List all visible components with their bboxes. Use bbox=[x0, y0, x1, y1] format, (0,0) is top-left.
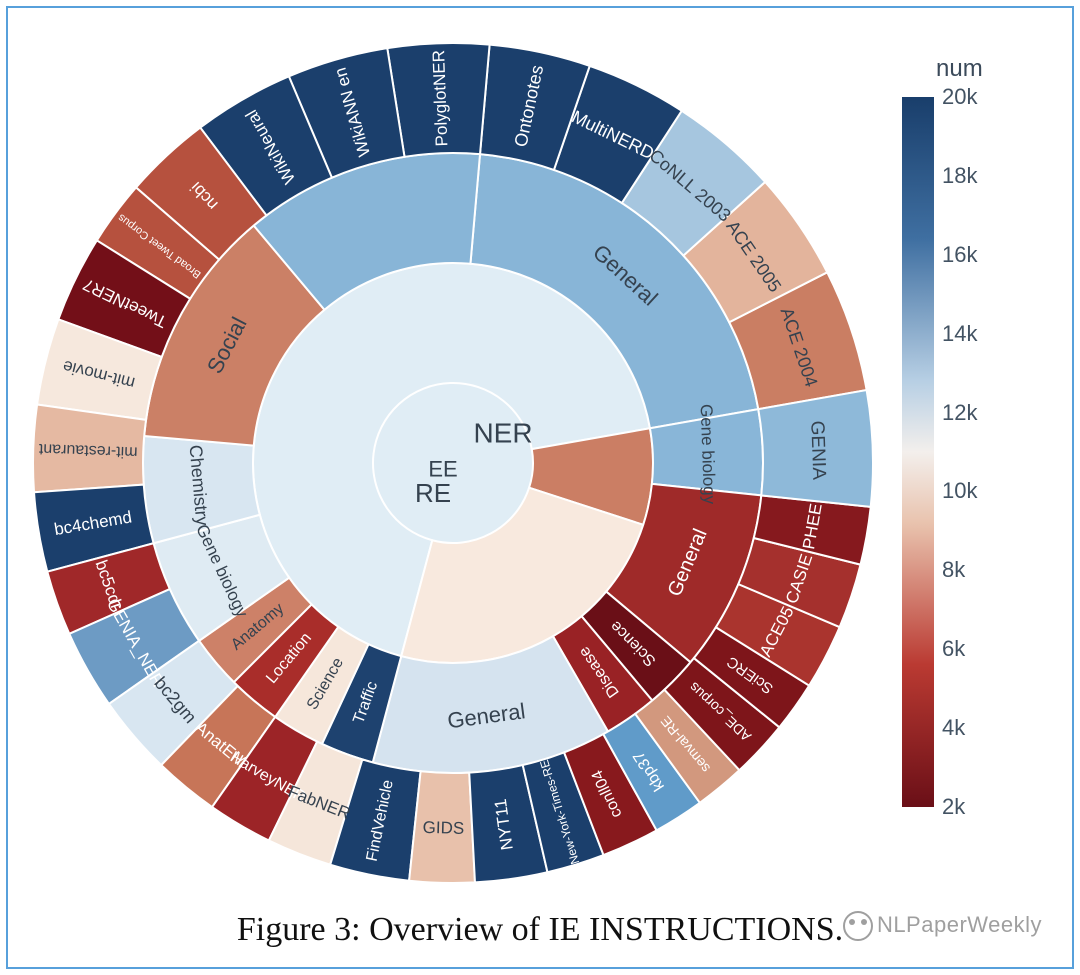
colorbar-tick: 14k bbox=[942, 321, 977, 347]
colorbar-tick: 20k bbox=[942, 84, 977, 110]
colorbar-tick: 16k bbox=[942, 242, 977, 268]
sunburst-segment bbox=[758, 390, 873, 507]
colorbar-tick: 4k bbox=[942, 715, 965, 741]
colorbar-tick: 6k bbox=[942, 636, 965, 662]
colorbar-tick: 18k bbox=[942, 163, 977, 189]
wechat-icon bbox=[843, 911, 873, 941]
sunburst-segment bbox=[33, 405, 146, 493]
colorbar-tick: 10k bbox=[942, 478, 977, 504]
colorbar-tick: 2k bbox=[942, 794, 965, 820]
colorbar-gradient bbox=[902, 97, 934, 807]
figure-frame: NEREEREGeneralGene biologyGeneralScience… bbox=[6, 6, 1074, 969]
sunburst-chart: NEREEREGeneralGene biologyGeneralScience… bbox=[18, 18, 888, 888]
colorbar-tick: 12k bbox=[942, 400, 977, 426]
colorbar: num 20k18k16k14k12k10k8k6k4k2k bbox=[902, 63, 1012, 823]
colorbar-title: num bbox=[936, 55, 983, 83]
sunburst-segment bbox=[409, 771, 475, 883]
watermark: NLPaperWeekly bbox=[843, 911, 1042, 941]
watermark-text: NLPaperWeekly bbox=[877, 912, 1042, 937]
colorbar-tick: 8k bbox=[942, 557, 965, 583]
